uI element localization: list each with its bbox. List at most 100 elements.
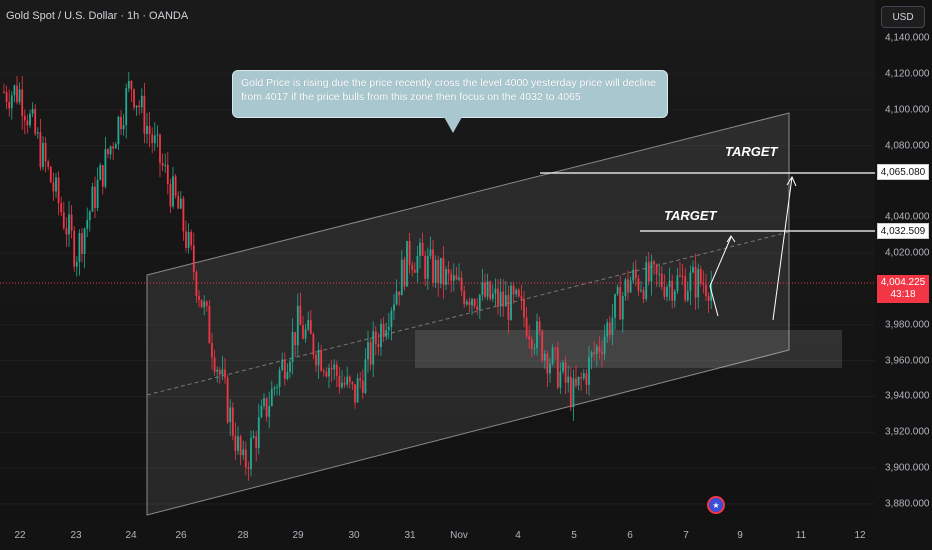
candle [517, 287, 520, 299]
candle [632, 262, 635, 284]
candle [533, 343, 536, 355]
symbol-title[interactable]: Gold Spot / U.S. Dollar · 1h · OANDA [6, 10, 189, 22]
candle [398, 291, 401, 306]
candle [484, 273, 486, 299]
candle [203, 295, 206, 316]
candle [34, 104, 37, 136]
candle [229, 399, 232, 436]
time-axis[interactable]: 22 23 24 26 28 29 30 31 Nov 4 5 6 7 9 11 12 [0, 522, 875, 550]
candle [182, 195, 185, 241]
time-tick-label: 24 [125, 530, 137, 541]
candle [684, 267, 687, 303]
candle [250, 430, 252, 477]
candle [195, 269, 198, 303]
candle [546, 350, 549, 388]
price-tick-label: 3,940.000 [885, 390, 930, 402]
target-label-upper: TARGET [725, 144, 778, 159]
candle [78, 229, 81, 276]
candle [374, 325, 377, 356]
candle [601, 340, 603, 368]
candle [268, 391, 271, 429]
candle [348, 375, 351, 389]
candle [512, 281, 515, 304]
candle [49, 165, 52, 184]
candle [260, 399, 263, 419]
candle [247, 461, 250, 481]
candle [190, 229, 193, 251]
chart-canvas[interactable]: Gold Spot / U.S. Dollar · 1h · OANDA Gol… [0, 0, 875, 522]
candle [44, 137, 47, 173]
candle [270, 380, 273, 407]
candle [333, 359, 336, 380]
candle [166, 152, 169, 195]
candle [234, 422, 237, 460]
candle [640, 281, 642, 293]
candle [434, 255, 437, 289]
candle [213, 349, 216, 376]
candle [653, 259, 655, 275]
candle [239, 434, 242, 466]
price-tick-label: 3,980.000 [885, 319, 930, 331]
currency-button[interactable]: USD [881, 6, 925, 28]
candle [315, 350, 317, 373]
candle [689, 265, 692, 305]
candle [36, 127, 39, 139]
candle [338, 367, 341, 394]
candle [302, 316, 304, 340]
last-price-value: 4,004.225 [880, 277, 926, 288]
candle [395, 279, 398, 306]
annotation-callout[interactable]: Gold Price is rising due the price recen… [232, 70, 668, 118]
candle [549, 357, 551, 383]
price-tick-label: 3,920.000 [885, 426, 930, 438]
candle [312, 332, 315, 360]
candle [437, 255, 440, 297]
candle [68, 201, 70, 247]
candle [341, 370, 343, 389]
candle [676, 267, 679, 294]
grid-lines [0, 37, 875, 505]
candle [445, 266, 447, 290]
candle [198, 290, 200, 308]
candle [439, 257, 442, 289]
candle [125, 83, 128, 139]
candle [146, 112, 148, 144]
candle [489, 280, 492, 301]
candle [554, 346, 557, 360]
candle [60, 196, 63, 217]
candle [686, 281, 689, 303]
candle [151, 127, 154, 154]
candle [296, 293, 299, 356]
candle [520, 284, 523, 311]
candle [377, 332, 380, 356]
candle [611, 304, 614, 346]
target-label-lower: TARGET [664, 208, 717, 223]
time-tick-label: 4 [515, 530, 521, 541]
candle [634, 259, 637, 287]
candle [122, 114, 125, 136]
candle [133, 88, 135, 110]
candle [486, 273, 489, 301]
candle [23, 109, 26, 135]
candle [237, 426, 239, 455]
candle [57, 171, 60, 216]
candle [21, 75, 24, 130]
price-axis[interactable]: 4,140.000 4,120.000 4,100.000 4,080.000 4,04… [875, 0, 932, 522]
candle [294, 332, 297, 358]
candle [515, 288, 518, 298]
candle [541, 329, 544, 363]
candle [109, 145, 112, 160]
candle [447, 261, 450, 285]
price-tick-label: 4,100.000 [885, 104, 930, 116]
candle [211, 332, 213, 370]
candle [335, 360, 338, 388]
candle [679, 261, 681, 278]
candle [242, 440, 245, 460]
candle [473, 298, 476, 309]
candle [307, 311, 310, 332]
news-flag-icon[interactable]: ★ [707, 496, 725, 514]
candle [538, 316, 541, 336]
candle [642, 286, 645, 303]
candle [164, 153, 167, 173]
bar-countdown: 43:18 [890, 289, 916, 300]
candle [216, 366, 219, 383]
